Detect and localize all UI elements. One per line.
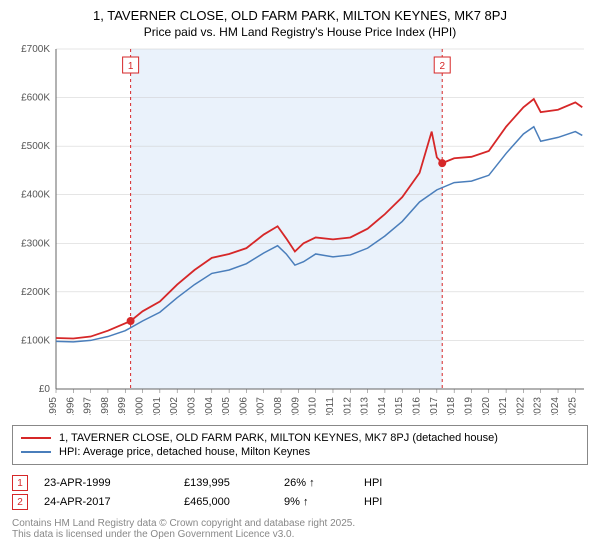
legend-label: 1, TAVERNER CLOSE, OLD FARM PARK, MILTON… (59, 432, 498, 444)
svg-text:2004: 2004 (204, 397, 215, 415)
svg-text:2017: 2017 (429, 397, 440, 415)
svg-text:2009: 2009 (290, 397, 301, 415)
footnote: Contains HM Land Registry data © Crown c… (12, 518, 588, 540)
legend-item: HPI: Average price, detached house, Milt… (21, 446, 579, 458)
legend-label: HPI: Average price, detached house, Milt… (59, 446, 310, 458)
svg-text:2012: 2012 (342, 397, 353, 415)
transaction-badge: 2 (12, 494, 28, 510)
transaction-pct: 9% ↑ (284, 496, 364, 508)
svg-text:2022: 2022 (515, 397, 526, 415)
svg-text:2008: 2008 (273, 397, 284, 415)
page-subtitle: Price paid vs. HM Land Registry's House … (12, 25, 588, 39)
svg-text:2019: 2019 (463, 397, 474, 415)
svg-text:£0: £0 (39, 384, 51, 395)
svg-text:2003: 2003 (186, 397, 197, 415)
transaction-date: 23-APR-1999 (44, 477, 184, 489)
svg-text:2015: 2015 (394, 397, 405, 415)
footnote-line: This data is licensed under the Open Gov… (12, 529, 588, 540)
svg-text:£400K: £400K (21, 190, 50, 201)
svg-text:2007: 2007 (256, 397, 267, 415)
svg-text:£100K: £100K (21, 335, 50, 346)
legend-swatch (21, 451, 51, 453)
svg-text:2000: 2000 (135, 397, 146, 415)
transaction-badge: 1 (12, 475, 28, 491)
svg-text:2016: 2016 (412, 397, 423, 415)
legend-item: 1, TAVERNER CLOSE, OLD FARM PARK, MILTON… (21, 432, 579, 444)
transaction-hpi-label: HPI (364, 496, 382, 508)
page-title: 1, TAVERNER CLOSE, OLD FARM PARK, MILTON… (12, 8, 588, 23)
svg-text:2014: 2014 (377, 397, 388, 415)
table-row: 1 23-APR-1999£139,99526% ↑HPI (12, 475, 588, 491)
svg-text:£300K: £300K (21, 238, 50, 249)
svg-text:1998: 1998 (100, 397, 111, 415)
svg-text:1996: 1996 (65, 397, 76, 415)
svg-text:£200K: £200K (21, 287, 50, 298)
legend: 1, TAVERNER CLOSE, OLD FARM PARK, MILTON… (12, 425, 588, 465)
svg-text:£700K: £700K (21, 45, 50, 55)
svg-text:2010: 2010 (308, 397, 319, 415)
svg-text:2024: 2024 (550, 397, 561, 415)
transaction-pct: 26% ↑ (284, 477, 364, 489)
svg-text:1995: 1995 (48, 397, 59, 415)
price-chart: £0 £100K £200K £300K £400K £500K £600K £700K 199… (12, 45, 588, 415)
legend-swatch (21, 437, 51, 439)
transaction-hpi-label: HPI (364, 477, 382, 489)
svg-text:2011: 2011 (325, 397, 336, 415)
svg-text:£600K: £600K (21, 93, 50, 104)
svg-text:1997: 1997 (83, 397, 94, 415)
svg-text:2018: 2018 (446, 397, 457, 415)
transaction-price: £465,000 (184, 496, 284, 508)
svg-text:£500K: £500K (21, 141, 50, 152)
svg-text:2021: 2021 (498, 397, 509, 415)
transaction-price: £139,995 (184, 477, 284, 489)
svg-text:2023: 2023 (533, 397, 544, 415)
svg-text:2: 2 (439, 61, 445, 72)
svg-text:2013: 2013 (360, 397, 371, 415)
table-row: 2 24-APR-2017£465,0009% ↑HPI (12, 494, 588, 510)
footnote-line: Contains HM Land Registry data © Crown c… (12, 518, 588, 529)
svg-text:2001: 2001 (152, 397, 163, 415)
svg-text:1999: 1999 (117, 397, 128, 415)
svg-text:2025: 2025 (567, 397, 578, 415)
transaction-table: 1 23-APR-1999£139,99526% ↑HPI 2 24-APR-2017… (12, 475, 588, 510)
transaction-date: 24-APR-2017 (44, 496, 184, 508)
svg-text:2005: 2005 (221, 397, 232, 415)
svg-text:1: 1 (128, 61, 134, 72)
svg-text:2006: 2006 (238, 397, 249, 415)
svg-text:2020: 2020 (481, 397, 492, 415)
svg-text:2002: 2002 (169, 397, 180, 415)
